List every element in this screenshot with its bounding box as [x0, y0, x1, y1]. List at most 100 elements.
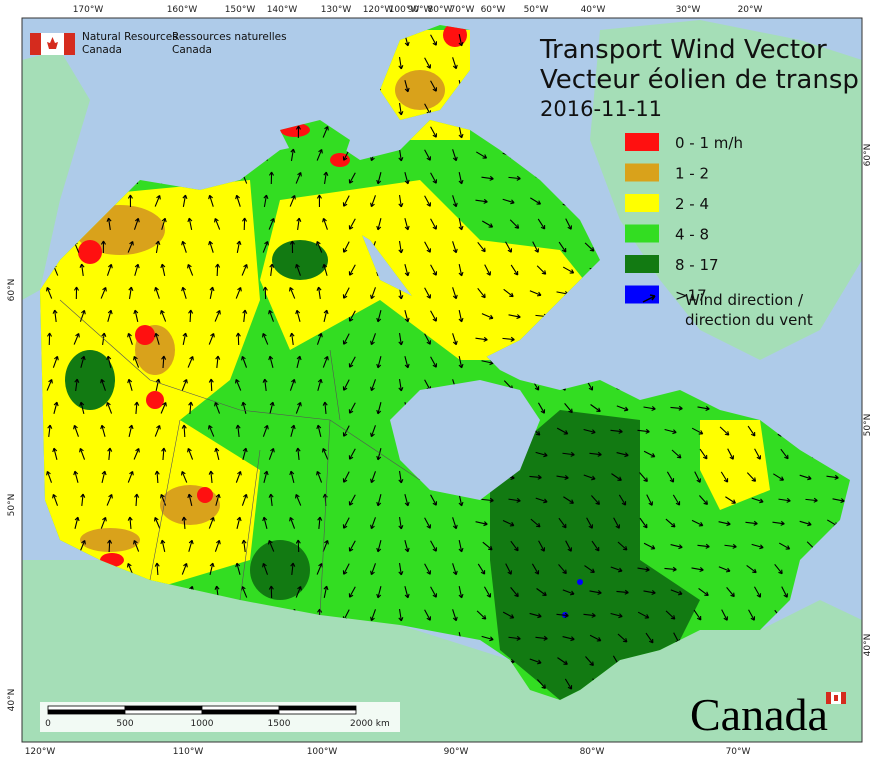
wind-arrow — [404, 218, 410, 231]
graticule-label: 40°N — [7, 689, 17, 712]
wind-arrow — [46, 379, 53, 391]
wind-arrow — [80, 493, 86, 507]
wind-arrow — [510, 587, 519, 598]
wind-arrow — [531, 563, 540, 575]
wind-arrow — [235, 332, 241, 346]
wind-arrow — [589, 451, 602, 457]
wind-arrow — [133, 355, 140, 368]
wind-arrow — [261, 333, 269, 345]
wind-arrow — [348, 218, 356, 230]
wind-arrow — [424, 241, 432, 253]
wind-arrow — [637, 566, 650, 572]
wind-arrow — [725, 496, 736, 504]
wind-arrow — [591, 540, 600, 552]
wind-arrow — [241, 401, 247, 414]
agency-fr: Canada — [172, 44, 212, 56]
wind-arrow — [672, 494, 681, 506]
wind-arrow — [697, 543, 710, 549]
wind-arrow — [268, 171, 275, 185]
wind-arrow — [154, 424, 161, 437]
wind-arrow — [155, 240, 161, 254]
wind-arrow — [100, 287, 107, 299]
wind-arrow — [376, 586, 382, 599]
wind-arrow — [263, 470, 269, 483]
wind-arrow — [182, 194, 188, 208]
graticule-label: 50°W — [524, 5, 549, 15]
wind-arrow — [616, 405, 629, 412]
graticule-label: 80°W — [580, 747, 605, 757]
wind-arrow — [502, 611, 515, 619]
wind-arrow — [53, 401, 59, 414]
wind-arrow — [322, 401, 328, 415]
wind-arrow — [772, 520, 785, 526]
wind-arrow — [536, 265, 547, 275]
wind-arrow — [322, 126, 329, 138]
map-frame — [21, 17, 863, 743]
wind-arrow — [562, 451, 575, 457]
wind-arrow — [268, 355, 274, 368]
wind-arrow — [505, 241, 513, 253]
wind-arrow — [262, 286, 268, 300]
wind-arrow — [591, 495, 600, 505]
wind-arrow — [289, 470, 295, 483]
wind-arrow — [180, 471, 188, 483]
wind-arrow — [376, 356, 382, 369]
wind-arrow — [74, 378, 80, 392]
wind-arrow — [727, 448, 735, 460]
wind-arrow — [452, 241, 458, 254]
wind-arrow — [452, 195, 458, 208]
wind-arrow — [242, 447, 248, 460]
wind-arrow — [584, 242, 595, 252]
wind-arrow — [398, 516, 404, 530]
wind-arrow — [745, 520, 758, 526]
wind-arrow — [458, 172, 464, 185]
wind-arrow — [268, 309, 275, 322]
wind-arrow — [269, 401, 275, 414]
wind-arrow — [322, 263, 328, 276]
wind-arrow — [719, 426, 730, 436]
wind-arrow — [508, 497, 521, 503]
wind-arrow — [80, 355, 86, 368]
wind-legend-label: direction du vent — [685, 311, 813, 329]
wind-arrow — [188, 539, 194, 552]
flag-bar — [30, 33, 41, 55]
wind-arrow — [670, 544, 683, 550]
wind-arrow — [670, 405, 683, 411]
wind-arrow — [556, 474, 569, 480]
wind-arrow — [316, 332, 323, 345]
wind-arrow — [589, 634, 602, 642]
wind-arrow — [79, 309, 86, 322]
wind-arrow — [161, 217, 167, 230]
wind-arrow — [262, 424, 269, 437]
wind-arrow — [510, 264, 519, 276]
wind-arrow — [718, 566, 731, 573]
wind-arrow — [430, 494, 438, 506]
wind-arrow — [665, 518, 676, 528]
wind-arrow — [556, 427, 569, 435]
wind-arrow — [670, 589, 683, 596]
graticule-label: 70°W — [726, 747, 751, 757]
graticule-label: 100°W — [307, 747, 338, 757]
wind-arrow — [348, 356, 356, 368]
wind-arrow — [618, 494, 627, 506]
wind-arrow — [481, 497, 494, 503]
wind-arrow — [322, 539, 329, 552]
wind-arrow — [751, 543, 764, 550]
wind-arrow — [370, 609, 376, 622]
wind-arrow — [154, 286, 160, 299]
wind-arrow — [342, 563, 350, 575]
wind-arrow — [481, 220, 494, 228]
wind-arrow — [691, 567, 704, 573]
wind-arrow — [290, 424, 296, 437]
wind-arrow — [746, 472, 757, 482]
wind-arrow — [558, 241, 567, 253]
wind-arrow — [322, 355, 329, 368]
wind-arrow — [289, 516, 296, 529]
wind-arrow — [100, 378, 106, 391]
wind-arrow — [133, 539, 140, 552]
scale-label: 2000 km — [350, 719, 390, 729]
wind-arrow — [187, 217, 193, 230]
graticule-label: 160°W — [167, 5, 198, 15]
wind-arrow — [424, 609, 432, 621]
legend-label: 2 - 4 — [675, 195, 709, 213]
